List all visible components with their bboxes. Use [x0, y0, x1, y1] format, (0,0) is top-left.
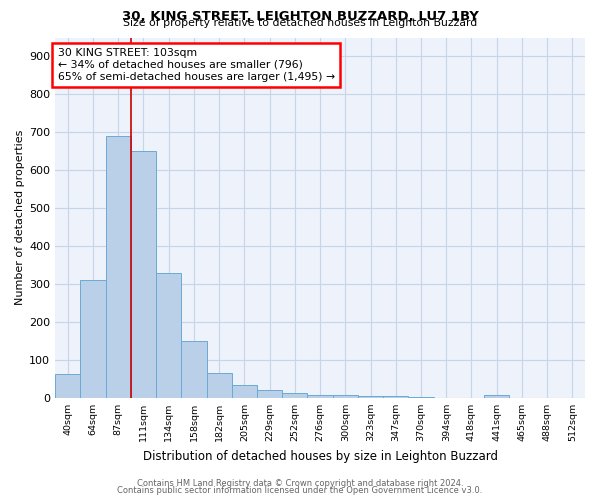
- Bar: [131, 152, 156, 398]
- Bar: [358, 396, 383, 398]
- Bar: [383, 396, 409, 398]
- Bar: [232, 384, 257, 398]
- Bar: [332, 395, 358, 398]
- Text: Contains HM Land Registry data © Crown copyright and database right 2024.: Contains HM Land Registry data © Crown c…: [137, 478, 463, 488]
- Bar: [257, 390, 282, 398]
- Bar: [181, 341, 206, 398]
- Bar: [484, 395, 509, 398]
- Bar: [206, 373, 232, 398]
- X-axis label: Distribution of detached houses by size in Leighton Buzzard: Distribution of detached houses by size …: [143, 450, 497, 462]
- Bar: [156, 272, 181, 398]
- Bar: [409, 397, 434, 398]
- Bar: [307, 395, 332, 398]
- Text: Size of property relative to detached houses in Leighton Buzzard: Size of property relative to detached ho…: [123, 18, 477, 28]
- Text: 30, KING STREET, LEIGHTON BUZZARD, LU7 1BY: 30, KING STREET, LEIGHTON BUZZARD, LU7 1…: [122, 10, 478, 23]
- Bar: [282, 394, 307, 398]
- Text: 30 KING STREET: 103sqm
← 34% of detached houses are smaller (796)
65% of semi-de: 30 KING STREET: 103sqm ← 34% of detached…: [58, 48, 335, 82]
- Bar: [55, 374, 80, 398]
- Bar: [106, 136, 131, 398]
- Y-axis label: Number of detached properties: Number of detached properties: [15, 130, 25, 306]
- Bar: [80, 280, 106, 398]
- Text: Contains public sector information licensed under the Open Government Licence v3: Contains public sector information licen…: [118, 486, 482, 495]
